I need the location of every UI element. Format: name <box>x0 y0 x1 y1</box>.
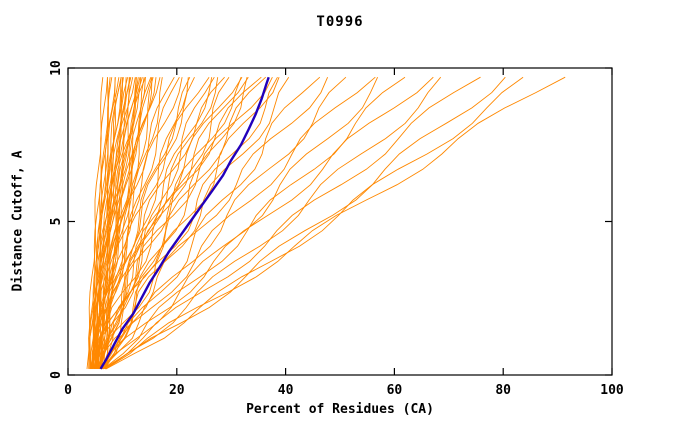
model-curve <box>104 76 481 370</box>
model-curve <box>98 77 280 370</box>
x-tick-label: 0 <box>64 383 72 398</box>
x-tick-label: 60 <box>387 383 403 398</box>
model-curve <box>88 77 108 369</box>
model-curve <box>99 77 329 370</box>
model-curve <box>103 76 506 370</box>
model-curve <box>89 77 136 369</box>
model-curve <box>90 77 132 369</box>
model-curve <box>91 77 111 369</box>
model-curve <box>100 76 290 370</box>
model-curve <box>102 76 278 370</box>
model-curve <box>91 77 122 369</box>
model-curve <box>96 76 273 369</box>
y-tick-label: 5 <box>49 218 64 226</box>
x-axis-label: Percent of Residues (CA) <box>246 402 434 417</box>
model-curve <box>105 76 566 370</box>
model-curve <box>100 76 243 369</box>
model-curve <box>103 76 406 370</box>
model-curve <box>101 76 347 370</box>
model-curve <box>97 77 141 369</box>
model-curve <box>99 76 225 370</box>
model-curve <box>105 76 442 370</box>
model-curve <box>86 77 104 369</box>
model-curve <box>99 77 153 370</box>
x-tick-label: 40 <box>278 383 294 398</box>
model-curve <box>103 76 321 370</box>
model-curve <box>92 77 142 369</box>
model-curve <box>99 77 219 369</box>
model-curve <box>94 76 175 369</box>
y-tick-label: 10 <box>49 60 64 76</box>
model-curve <box>105 76 524 370</box>
model-curve <box>96 76 210 369</box>
x-tick-label: 100 <box>600 383 624 398</box>
model-curve <box>101 76 434 370</box>
x-tick-label: 80 <box>495 383 511 398</box>
model-curve <box>104 76 376 370</box>
y-axis-label: Distance Cutoff, A <box>10 150 26 292</box>
model-curve <box>101 76 230 370</box>
chart-title: T0996 <box>316 14 364 30</box>
model-curve <box>89 77 120 369</box>
y-tick-label: 0 <box>49 371 64 379</box>
x-tick-label: 20 <box>169 383 185 398</box>
model-curve <box>100 77 189 369</box>
median-curve <box>99 76 270 370</box>
model-curve <box>101 76 262 370</box>
